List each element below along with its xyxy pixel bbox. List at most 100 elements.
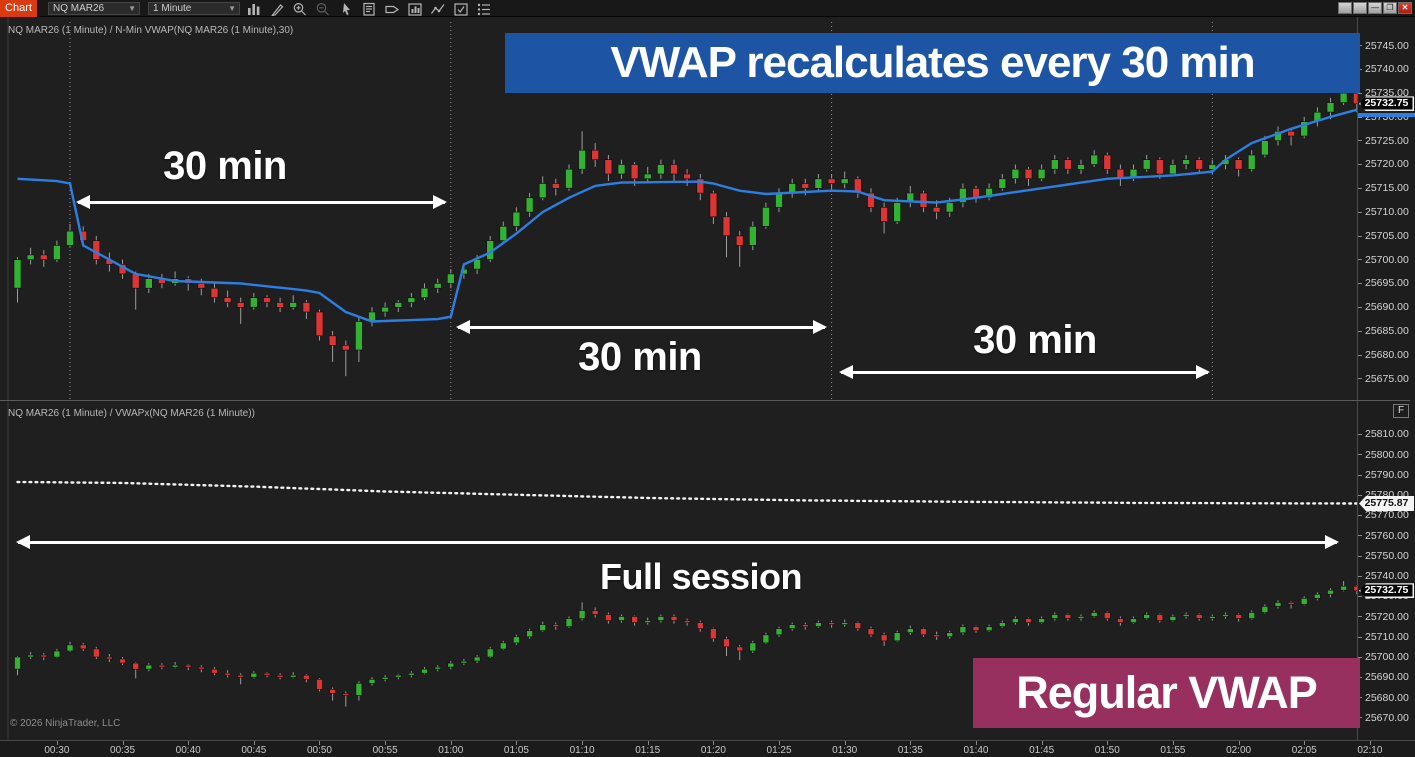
line-study-icon[interactable] [430, 2, 446, 16]
time-tick [1172, 741, 1174, 745]
time-tick [910, 741, 912, 745]
time-label: 00:55 [372, 745, 398, 756]
data-box-icon[interactable] [361, 2, 377, 16]
time-label: 01:10 [569, 745, 595, 756]
drawing-tools-icon[interactable] [269, 2, 285, 16]
bar-type-icon[interactable] [246, 2, 262, 16]
time-label: 01:15 [635, 745, 661, 756]
panel-nmin-vwap[interactable] [0, 17, 1357, 400]
window-button-1[interactable] [1338, 2, 1352, 14]
time-label: 00:45 [241, 745, 267, 756]
price-tick: 25710.00 [1358, 206, 1414, 218]
time-tick [647, 741, 649, 745]
time-label: 02:10 [1357, 745, 1383, 756]
time-label: 01:35 [897, 745, 923, 756]
time-axis[interactable]: 00:30 00:35 00:40 00:45 00:50 00:55 01:00 01:05… [0, 740, 1415, 757]
banner-nmin-vwap: VWAP recalculates every 30 min [505, 33, 1360, 93]
time-tick [713, 741, 715, 745]
time-tick [319, 741, 321, 745]
copyright-label: © 2026 NinjaTrader, LLC [10, 718, 121, 729]
instrument-value: NQ MAR26 [53, 3, 105, 14]
price-tick: 25685.00 [1358, 325, 1414, 337]
time-tick [516, 741, 518, 745]
price-tick: 25700.00 [1358, 651, 1414, 663]
price-tick: 25725.00 [1358, 135, 1414, 147]
interval-arrow-2 [456, 320, 827, 334]
price-axis[interactable]: F 25745.00 25740.00 25735.00 25730.00 25725.… [1357, 17, 1415, 740]
interval-value: 1 Minute [153, 3, 192, 14]
time-label: 00:50 [306, 745, 332, 756]
close-button[interactable]: ✕ [1398, 2, 1412, 14]
time-label: 02:05 [1291, 745, 1317, 756]
price-tick: 25810.00 [1358, 428, 1414, 440]
price-tick: 25720.00 [1358, 611, 1414, 623]
zoom-out-icon[interactable] [315, 2, 331, 16]
price-tick: 25710.00 [1358, 631, 1414, 643]
time-tick [582, 741, 584, 745]
price-tick: 25690.00 [1358, 671, 1414, 683]
time-label: 01:05 [503, 745, 529, 756]
price-tick: 25695.00 [1358, 277, 1414, 289]
window-button-2[interactable] [1353, 2, 1367, 14]
interval-annotation-2: 30 min [578, 335, 702, 379]
price-tick: 25720.00 [1358, 158, 1414, 170]
toolbar [246, 0, 492, 17]
chevron-down-icon: ▼ [228, 4, 236, 13]
panel-bottom-label: NQ MAR26 (1 Minute) / VWAPx(NQ MAR26 (1 … [8, 408, 255, 419]
price-tick: 25680.00 [1358, 349, 1414, 361]
time-label: 00:30 [44, 745, 70, 756]
price-tick: 25740.00 [1358, 63, 1414, 75]
nmin-vwap-chart-canvas[interactable] [0, 17, 1357, 400]
zoom-in-icon[interactable] [292, 2, 308, 16]
time-tick [385, 741, 387, 745]
time-tick [1238, 741, 1240, 745]
interval-arrow-3 [839, 365, 1210, 379]
session-arrow [16, 535, 1339, 549]
time-tick [975, 741, 977, 745]
minimize-button[interactable]: — [1368, 2, 1382, 14]
restore-button[interactable]: ❐ [1383, 2, 1397, 14]
panel-regular-vwap[interactable] [0, 400, 1357, 740]
last-price-marker: 25775.87 [1359, 495, 1414, 511]
time-tick [122, 741, 124, 745]
chevron-down-icon: ▼ [128, 4, 136, 13]
time-label: 01:25 [766, 745, 792, 756]
time-tick [188, 741, 190, 745]
price-tick: 25735.00 [1358, 87, 1414, 99]
price-tick: 25740.00 [1358, 570, 1414, 582]
fix-scale-button[interactable]: F [1393, 404, 1409, 418]
panel-divider[interactable] [0, 400, 1410, 401]
time-tick [1304, 741, 1306, 745]
window-controls: — ❐ ✕ [1338, 2, 1412, 14]
price-tick: 25690.00 [1358, 301, 1414, 313]
time-label: 01:00 [438, 745, 464, 756]
last-price-marker: 25732.75 [1359, 583, 1414, 599]
data-series-icon[interactable] [476, 2, 492, 16]
regular-vwap-chart-canvas[interactable] [0, 400, 1357, 740]
time-label: 02:00 [1226, 745, 1252, 756]
session-annotation: Full session [599, 556, 803, 597]
banner-regular-vwap: Regular VWAP [973, 658, 1360, 728]
time-label: 00:40 [175, 745, 201, 756]
last-price-marker: 25732.75 [1359, 96, 1414, 112]
instrument-select[interactable]: NQ MAR26 ▼ [48, 2, 140, 15]
title-bar: Chart NQ MAR26 ▼ 1 Minute ▼ — ❐ ✕ [0, 0, 1415, 17]
price-tick: 25790.00 [1358, 469, 1414, 481]
price-tick: 25680.00 [1358, 692, 1414, 704]
properties-icon[interactable] [453, 2, 469, 16]
interval-arrow-1 [76, 195, 447, 209]
time-label: 01:40 [963, 745, 989, 756]
price-tick: 25745.00 [1358, 40, 1414, 52]
time-label: 00:35 [110, 745, 136, 756]
price-tick: 25705.00 [1358, 230, 1414, 242]
price-tick: 25800.00 [1358, 449, 1414, 461]
pointer-icon[interactable] [338, 2, 354, 16]
price-alert-icon[interactable] [384, 2, 400, 16]
chart-trader-icon[interactable] [407, 2, 423, 16]
interval-select[interactable]: 1 Minute ▼ [148, 2, 240, 15]
price-tick: 25670.00 [1358, 712, 1414, 724]
price-tick: 25770.00 [1358, 509, 1414, 521]
time-tick [450, 741, 452, 745]
time-tick [1369, 741, 1371, 745]
price-tick: 25760.00 [1358, 530, 1414, 542]
